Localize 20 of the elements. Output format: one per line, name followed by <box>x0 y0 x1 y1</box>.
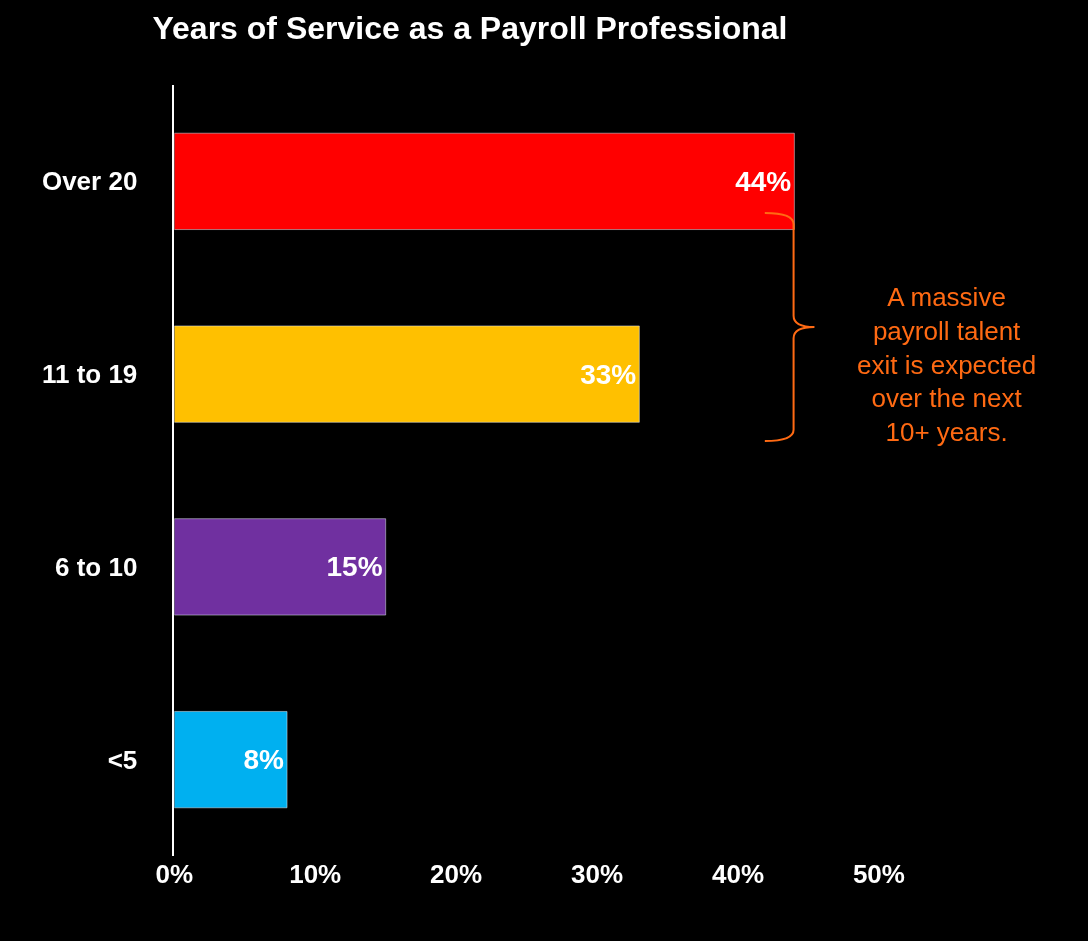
y-tick-label: <5 <box>107 744 138 775</box>
data-label: 15% <box>326 551 383 583</box>
data-label: 33% <box>580 358 637 390</box>
x-tick-label: 20% <box>430 859 483 889</box>
bar <box>174 711 288 809</box>
x-tick-label: 0% <box>155 859 194 889</box>
x-tick-label: 10% <box>289 859 342 889</box>
y-tick-label: Over 20 <box>41 166 138 197</box>
bar <box>174 132 795 230</box>
x-tick-label: 50% <box>852 859 905 889</box>
bar <box>174 518 386 616</box>
annotation: A massive payroll talent exit is expected over the next 10+ years. <box>857 282 1037 448</box>
x-tick-label: 40% <box>711 859 764 889</box>
y-tick-label: 11 to 19 <box>41 359 138 390</box>
y-tick-label: 6 to 10 <box>54 551 138 582</box>
data-label: 44% <box>735 165 792 197</box>
x-tick-label: 30% <box>571 859 624 889</box>
bar <box>174 325 640 423</box>
chart-title: Years of Service as a Payroll Professional <box>152 10 788 47</box>
data-label: 8% <box>243 744 285 776</box>
